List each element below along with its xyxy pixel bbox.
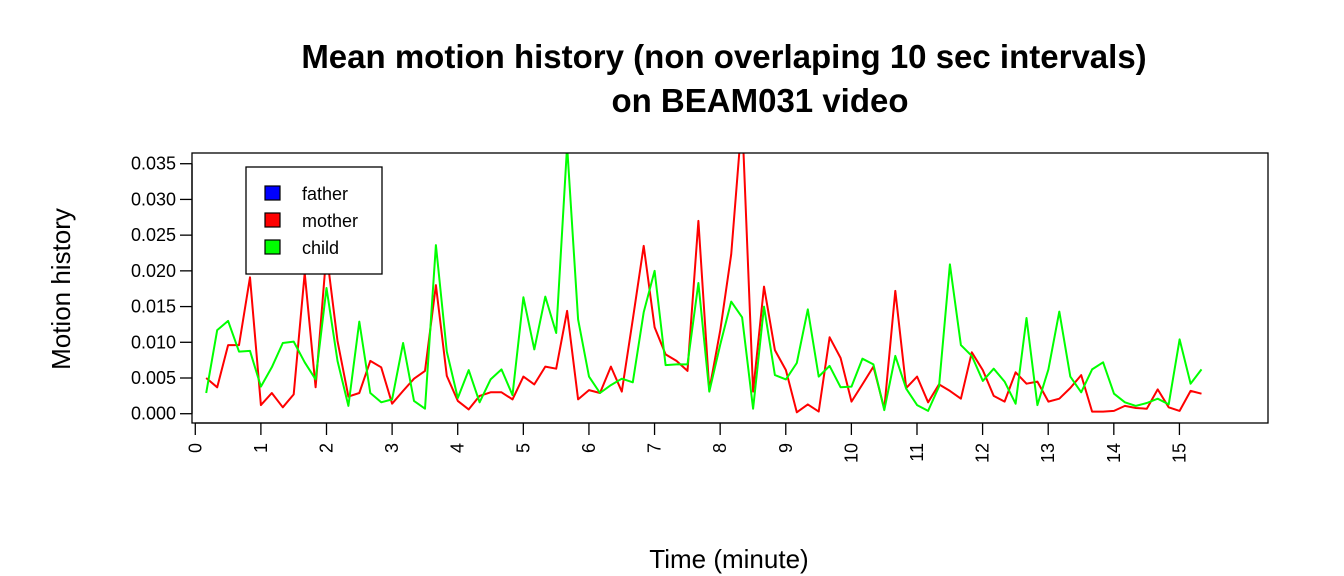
x-tick-label: 14 [1104,443,1124,463]
y-tick-label: 0.005 [131,368,176,388]
y-axis-label: Motion history [46,208,76,370]
legend-label-child: child [302,238,339,258]
x-tick-label: 11 [907,443,927,462]
x-tick-label: 3 [382,443,402,453]
x-tick-label: 2 [317,443,337,453]
legend-swatch-child [264,239,281,255]
legend-label-father: father [302,184,348,204]
x-tick-label: 6 [579,443,599,453]
series-layer [205,153,1203,414]
y-tick-label: 0.000 [131,404,176,424]
y-tick-label: 0.010 [131,332,176,352]
x-tick-label: 8 [710,443,730,453]
y-tick-label: 0.030 [131,189,176,209]
x-tick-label: 9 [776,443,796,453]
legend-swatch-mother [264,212,281,228]
chart-subtitle: on BEAM031 video [611,82,908,119]
x-tick-label: 13 [1038,443,1058,463]
x-tick-label: 10 [841,443,861,463]
y-tick-label: 0.035 [131,154,176,174]
x-tick-label: 7 [645,443,665,453]
y-tick-label: 0.020 [131,261,176,281]
series-line-child [205,153,1203,412]
series-line-mother [205,153,1202,414]
x-tick-label: 1 [251,443,271,453]
y-tick-label: 0.015 [131,297,176,317]
x-tick-label: 4 [448,443,468,453]
x-tick-label: 0 [185,443,205,453]
legend-swatch-father [264,185,281,201]
legend-label-mother: mother [302,211,358,231]
x-tick-label: 12 [973,443,993,463]
legend: father mother child [245,166,383,275]
x-axis: 0 1 2 3 4 5 6 7 8 9 10 11 12 13 14 15 [185,422,1189,463]
chart-title: Mean motion history (non overlaping 10 s… [301,38,1146,75]
y-axis: 0.000 0.005 0.010 0.015 0.020 0.025 0.030 0.035 [131,154,193,424]
y-tick-label: 0.025 [131,225,176,245]
x-tick-label: 5 [513,443,533,453]
x-axis-label: Time (minute) [649,544,808,574]
x-tick-label: 15 [1169,443,1189,463]
